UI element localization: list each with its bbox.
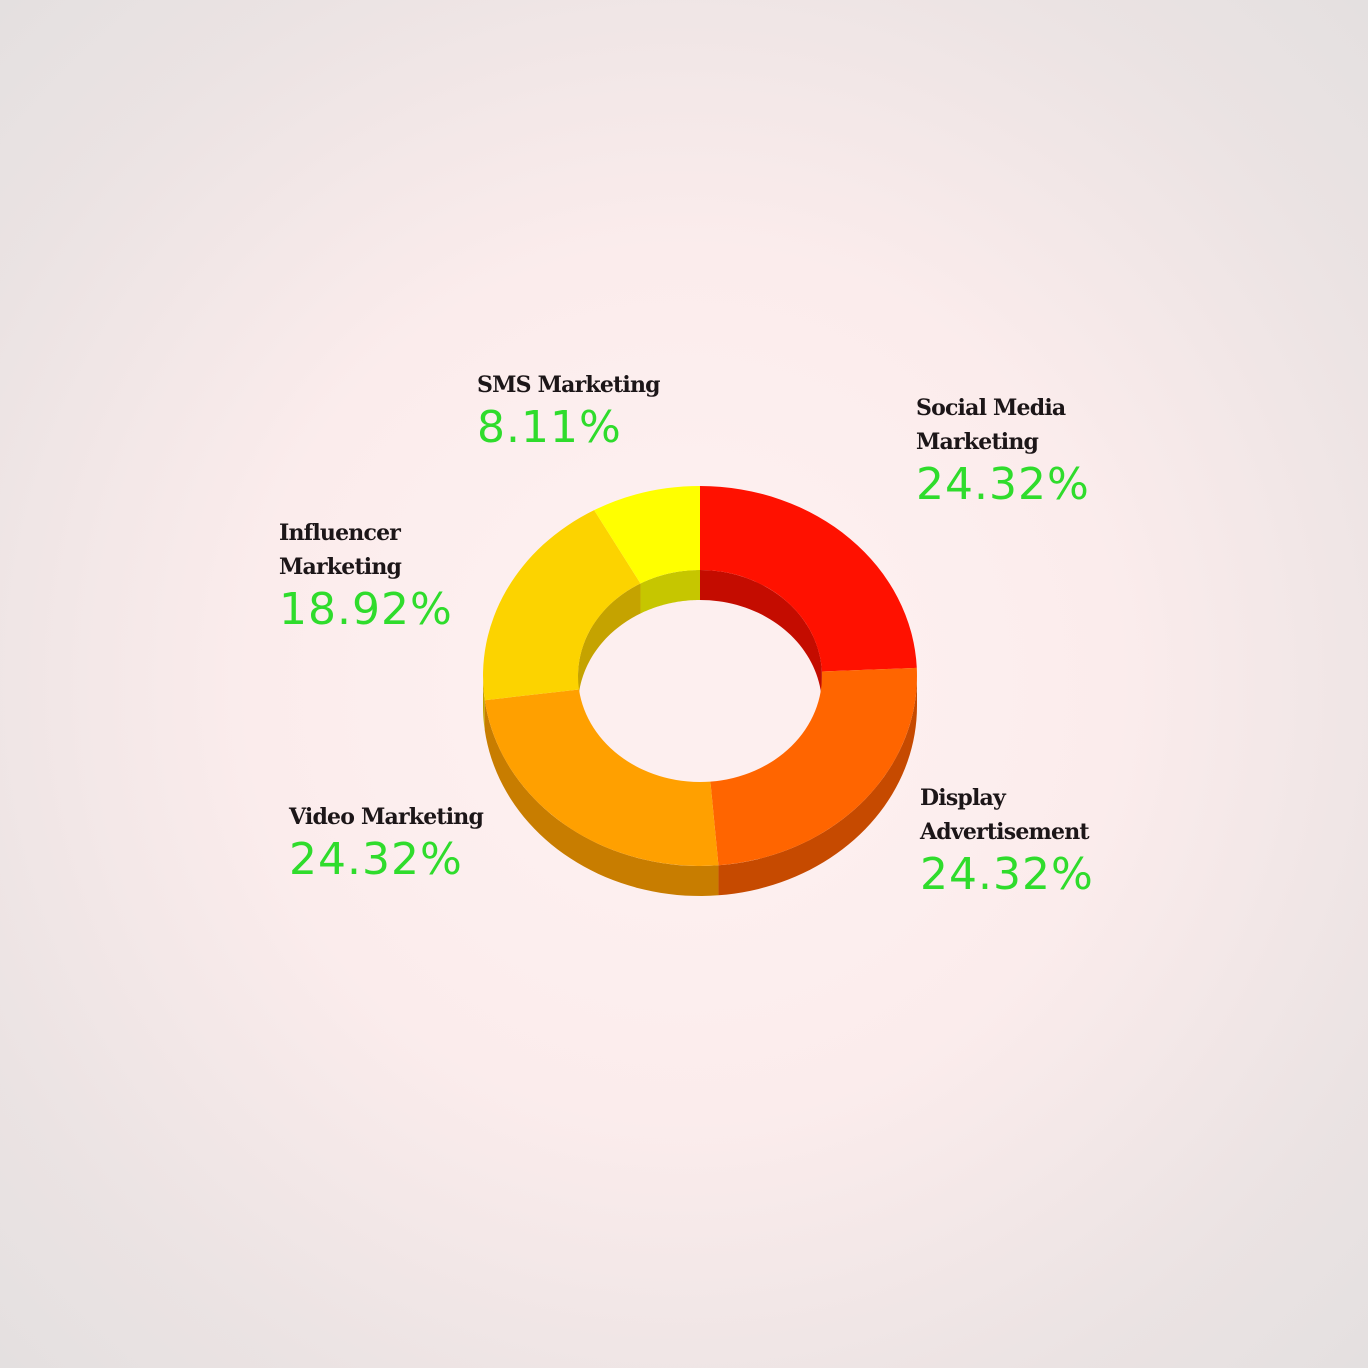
label-social-media-marketing: Social Media Marketing 24.32%: [916, 391, 1136, 511]
donut-sides: [483, 676, 917, 896]
slice-inner-wall-sms-marketing-1: [640, 570, 700, 614]
slice-name-video-marketing: Video Marketing: [289, 804, 484, 830]
label-display-advertisement: Display Advertisement 24.32%: [920, 781, 1140, 901]
slice-side-influencer-marketing: [483, 676, 485, 731]
slice-value-display-advertisement: 24.32%: [920, 849, 1094, 900]
slice-inner-wall-social-media-marketing-0: [700, 570, 822, 702]
slice-value-influencer-marketing: 18.92%: [279, 584, 453, 635]
slice-name-sms-marketing: SMS Marketing: [477, 372, 661, 398]
label-video-marketing: Video Marketing 24.32%: [289, 800, 509, 886]
slice-display-advertisement: [710, 667, 917, 866]
slice-name-display-advertisement: Display Advertisement: [920, 785, 1090, 845]
slice-value-video-marketing: 24.32%: [289, 834, 463, 885]
slice-social-media-marketing: [700, 486, 917, 672]
donut-inner-wall: [578, 570, 822, 812]
donut-hole: [578, 600, 822, 812]
slice-value-sms-marketing: 8.11%: [477, 402, 622, 453]
label-sms-marketing: SMS Marketing 8.11%: [477, 368, 697, 454]
slice-value-social-media-marketing: 24.32%: [916, 459, 1090, 510]
donut-slices: [483, 486, 917, 866]
label-influencer-marketing: Influencer Marketing 18.92%: [279, 516, 499, 636]
slice-side-video-marketing: [484, 700, 719, 896]
slice-side-display-advertisement: [718, 676, 917, 896]
slice-name-social-media-marketing: Social Media Marketing: [916, 395, 1066, 455]
slice-influencer-marketing: [483, 510, 641, 701]
slice-video-marketing: [484, 689, 719, 866]
slice-inner-wall-influencer-marketing-1: [578, 583, 641, 706]
slice-name-influencer-marketing: Influencer Marketing: [279, 520, 402, 580]
slice-sms-marketing: [594, 486, 700, 584]
